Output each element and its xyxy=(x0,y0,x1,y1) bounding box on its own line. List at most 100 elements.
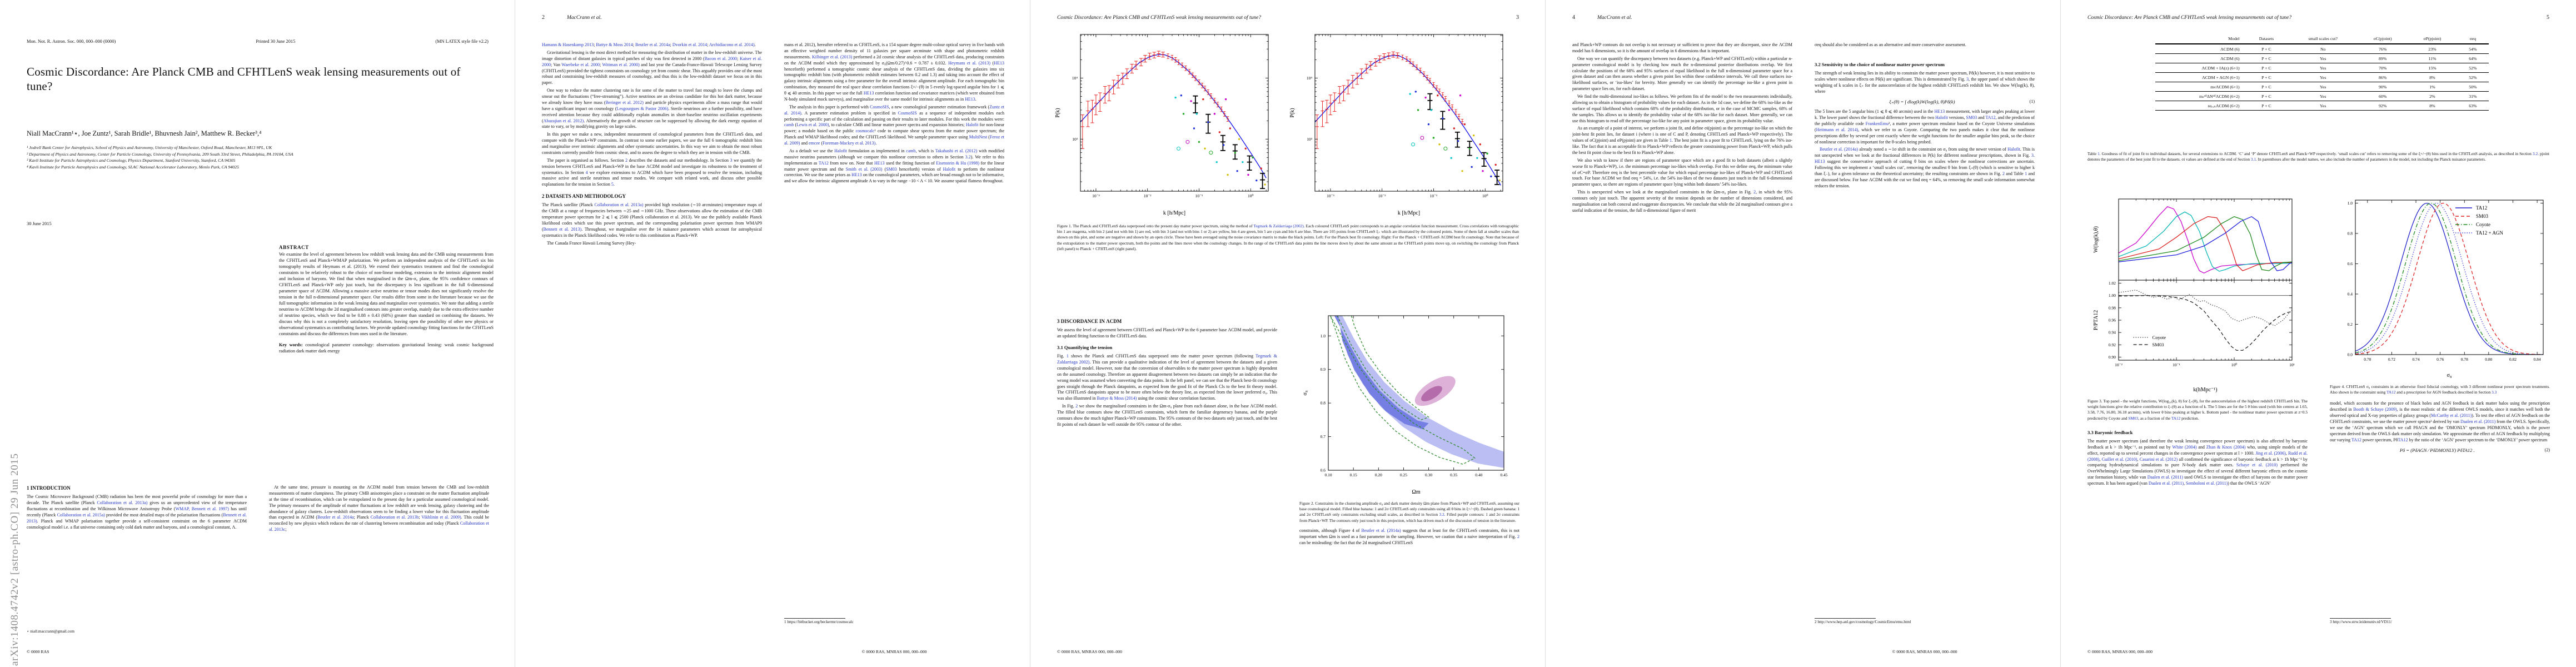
citation-link[interactable]: TA12 xyxy=(2398,437,2408,442)
citation-link[interactable]: MultiNest xyxy=(969,135,988,140)
citation-link[interactable]: Daalen et al. (2011) xyxy=(2460,419,2496,425)
internal-ref-link[interactable]: 3.3 xyxy=(2492,390,2497,395)
citation-link[interactable]: Tegmark & Zaldarriaga (2002) xyxy=(1253,223,1304,228)
citation-link[interactable]: Semboloni et al. (2011) xyxy=(2186,481,2228,486)
citation-link[interactable]: Heitmann et al. 2014) xyxy=(1816,127,1858,132)
citation-link[interactable]: Tegmark & Zaldarriaga 2002) xyxy=(1057,354,1277,365)
citation-link[interactable]: Schaye et al. (2010) xyxy=(2236,462,2278,468)
internal-ref-link[interactable]: 3 xyxy=(1966,76,1969,82)
citation-link[interactable]: Collaboration et al. 2013a) xyxy=(594,202,644,208)
citation-link[interactable]: Abazajian et al. 2012) xyxy=(543,118,584,123)
citation-link[interactable]: Halofit xyxy=(2007,147,2020,152)
citation-link[interactable]: Battye & Moss (2014) xyxy=(1097,396,1137,401)
citation-link[interactable]: HE13 xyxy=(1934,109,1945,115)
citation-link[interactable]: Rudd et al. (2008) xyxy=(2087,450,2308,462)
citation-link[interactable]: Halofit xyxy=(1935,115,1948,121)
citation-link[interactable]: Feroz et al. 2009) xyxy=(784,135,1004,146)
citation-link[interactable]: Beringer et al. 2012) xyxy=(605,99,644,105)
citation-link[interactable]: Zhan & Knox (2004) xyxy=(2206,444,2246,450)
citation-link[interactable]: Halofit xyxy=(965,122,979,128)
citation-link[interactable]: Beutler et al. 2014a xyxy=(635,42,670,47)
citation-link[interactable]: SM03 xyxy=(2128,415,2139,421)
citation-link[interactable]: Bacon et al. 2000 xyxy=(704,56,737,61)
internal-ref-link[interactable]: 3.2 xyxy=(965,154,971,160)
citation-link[interactable]: Casarini et al. (2012) xyxy=(2139,456,2178,462)
citation-link[interactable]: TA12 xyxy=(1985,115,1996,121)
citation-link[interactable]: Vikhlinin et al. 2009) xyxy=(421,515,461,520)
citation-link[interactable]: TA12 xyxy=(818,160,829,166)
internal-ref-link[interactable]: 3 xyxy=(730,157,733,163)
citation-link[interactable]: Bennett et al. 2013) xyxy=(543,226,582,232)
citation-link[interactable]: Eisenstein & Hu (1998) xyxy=(936,160,980,166)
internal-ref-link[interactable]: 1 xyxy=(2025,171,2027,176)
citation-link[interactable]: TA12 xyxy=(2171,415,2181,421)
citation-link[interactable]: TA12 xyxy=(2386,390,2396,395)
internal-ref-link[interactable]: 1 xyxy=(1066,354,1069,359)
footnote-url[interactable]: 1 https://bitbucket.org/beckermr/cosmoca… xyxy=(784,620,854,624)
citation-link[interactable]: Zuntz et al. 2014) xyxy=(784,104,1004,116)
citation-link[interactable]: Daalen et al. (2011) xyxy=(2147,475,2183,480)
citation-link[interactable]: HE13 xyxy=(851,172,862,178)
internal-ref-link[interactable]: 3.2 xyxy=(2532,151,2538,156)
citation-link[interactable]: Halofit xyxy=(943,166,956,172)
internal-ref-link[interactable]: 2 xyxy=(1075,404,1078,409)
citation-link[interactable]: Wittman et al. 2000) xyxy=(602,62,640,67)
citation-link[interactable]: Booth & Schaye (2009) xyxy=(2353,407,2397,412)
citation-link[interactable]: Collaboration et al. 2013a) xyxy=(97,500,148,506)
citation-link[interactable]: TA12 xyxy=(2351,437,2361,442)
citation-link[interactable]: Smith et al. (2003) xyxy=(845,166,883,172)
citation-link[interactable]: Collaboration et al. 2013c xyxy=(269,521,489,532)
citation-link[interactable]: camb xyxy=(906,148,916,153)
citation-link[interactable]: Kilbinger et al. (2013) xyxy=(812,54,853,59)
citation-link[interactable]: Beutler et al. (2014a) xyxy=(1820,147,1858,152)
citation-link[interactable]: HE13 xyxy=(965,96,975,102)
citation-link[interactable]: Heymans et al. (2013) xyxy=(948,60,991,66)
footnote-url[interactable]: 3 http://www.strw.leidenuniv.nl/VD11/ xyxy=(2330,620,2392,624)
citation-link[interactable]: Takahashi et al. (2012) xyxy=(935,148,978,153)
citation-link[interactable]: HE13 xyxy=(863,91,874,96)
internal-ref-link[interactable]: 3.1 xyxy=(2250,157,2256,162)
internal-ref-link[interactable]: 2 xyxy=(625,157,628,163)
citation-link[interactable]: Hamann & Hasenkamp 2013 xyxy=(542,42,594,47)
internal-ref-link[interactable]: 2 xyxy=(2002,171,2005,176)
citation-link[interactable]: Kaiser et al. 2000 xyxy=(542,56,762,67)
citation-link[interactable]: Archidiacono et al. 2014) xyxy=(709,42,755,47)
citation-link[interactable]: Collaboration et al. 2013b xyxy=(370,515,419,520)
internal-ref-link[interactable]: 2 xyxy=(1517,534,1519,539)
citation-link[interactable]: SM03 xyxy=(1966,115,1977,121)
citation-link[interactable]: Battye & Moss 2014 xyxy=(596,42,633,47)
citation-link[interactable]: Foreman-Mackey et al. 2013) xyxy=(823,141,876,146)
internal-ref-link[interactable]: 2 xyxy=(1753,190,1756,195)
citation-link[interactable]: cosmocalc xyxy=(855,128,875,134)
citation-link[interactable]: Dvorkin et al. 2014 xyxy=(672,42,707,47)
citation-link[interactable]: HE13 xyxy=(1815,159,1825,165)
email-footnote[interactable]: ⋆ niall.maccrann@gmail.com xyxy=(27,629,74,634)
citation-link[interactable]: SM03 xyxy=(886,166,897,172)
citation-link[interactable]: CosmoSIS xyxy=(870,104,889,109)
footnote-url[interactable]: 2 http://www.hep.anl.gov/cosmology/Cosmi… xyxy=(1815,620,1911,624)
citation-link[interactable]: emcee xyxy=(809,141,820,146)
internal-ref-link[interactable]: 3.2 xyxy=(1439,512,1444,517)
citation-link[interactable]: camb xyxy=(784,122,794,128)
internal-ref-link[interactable]: 1 xyxy=(2097,151,2100,156)
citation-link[interactable]: Halofit xyxy=(834,148,847,153)
internal-ref-link[interactable]: 3 xyxy=(2031,153,2034,158)
citation-link[interactable]: White (2004) xyxy=(2172,444,2197,450)
citation-link[interactable]: Beutler et al. 2014a xyxy=(317,515,354,520)
citation-link[interactable]: FrankenEmu xyxy=(1865,121,1889,126)
citation-link[interactable]: Lesgourgues & Pastor 2006) xyxy=(616,106,669,111)
citation-link[interactable]: Daalen et al. (2011) xyxy=(2148,481,2184,486)
citation-link[interactable]: Lewis et al. 2000) xyxy=(796,122,829,128)
citation-link[interactable]: Guillet et al. (2010) xyxy=(2101,456,2137,462)
internal-ref-link[interactable]: 1 xyxy=(1669,138,1672,143)
citation-link[interactable]: Beutler et al. (2014a) xyxy=(1361,527,1401,533)
citation-link[interactable]: McCarthy et al. (2011) xyxy=(2430,413,2472,419)
citation-link[interactable]: HE13 xyxy=(994,60,1004,66)
citation-link[interactable]: WMAP, Bennett et al. 1997) xyxy=(175,506,229,511)
citation-link[interactable]: HE13 xyxy=(874,160,885,166)
internal-ref-link[interactable]: 5 xyxy=(611,182,614,187)
internal-ref-link[interactable]: 4 xyxy=(585,170,588,175)
citation-link[interactable]: CosmoSIS xyxy=(898,110,917,116)
citation-link[interactable]: Bennett et al. 2013) xyxy=(27,512,247,524)
citation-link[interactable]: Waerbeke et al. 2000 xyxy=(561,62,600,67)
